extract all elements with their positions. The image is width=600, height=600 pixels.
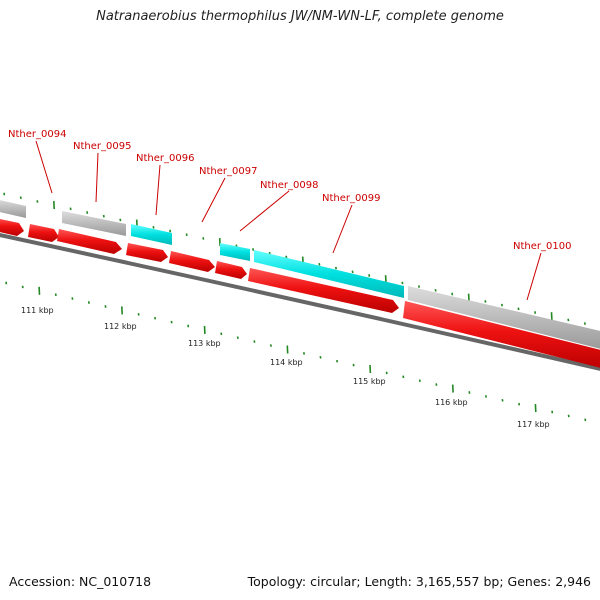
gene-label-nther-0096[interactable]: Nther_0096 xyxy=(136,153,194,164)
gene-red-2 xyxy=(28,224,59,242)
gene-label-nther-0094[interactable]: Nther_0094 xyxy=(8,129,66,140)
genome-summary-text: Topology: circular; Length: 3,165,557 bp… xyxy=(247,574,591,589)
gene-grey-1 xyxy=(0,200,26,218)
tick-track-lower xyxy=(5,281,587,422)
accession-text: Accession: NC_010718 xyxy=(9,574,152,589)
gene-label-nther-0099[interactable]: Nther_0099 xyxy=(322,193,380,204)
gene-red-8 xyxy=(403,301,600,368)
gene-label-nther-0100[interactable]: Nther_0100 xyxy=(513,241,571,252)
gene-red-6 xyxy=(215,261,247,279)
gene-cyan-3 xyxy=(254,250,404,298)
scale-labels: 111 kbp 112 kbp 113 kbp 114 kbp 115 kbp … xyxy=(21,306,550,429)
genome-title: Natranaerobius thermophilus JW/NM-WN-LF,… xyxy=(96,9,504,24)
scale-label-115-kbp: 115 kbp xyxy=(353,377,386,386)
gene-grey-2 xyxy=(62,211,126,236)
label-leaders xyxy=(35,140,542,301)
genome-backbone xyxy=(0,233,600,371)
tick-track-upper xyxy=(3,192,586,325)
scale-label-111-kbp: 111 kbp xyxy=(21,306,54,315)
scale-label-112-kbp: 112 kbp xyxy=(104,322,137,331)
gene-cyan-2 xyxy=(220,243,250,261)
gene-red-1 xyxy=(0,219,24,236)
lower-feature-lane xyxy=(0,219,600,368)
gene-red-5 xyxy=(169,251,215,272)
gene-labels: Nther_0094 Nther_0095 Nther_0096 Nther_0… xyxy=(8,129,571,252)
gene-grey-3 xyxy=(408,286,600,349)
gene-label-nther-0097[interactable]: Nther_0097 xyxy=(199,166,257,177)
upper-feature-lane xyxy=(0,200,600,349)
scale-label-117-kbp: 117 kbp xyxy=(517,420,550,429)
gene-cyan-1 xyxy=(131,224,172,245)
scale-label-114-kbp: 114 kbp xyxy=(270,358,303,367)
gene-red-7 xyxy=(248,268,399,313)
scale-label-113-kbp: 113 kbp xyxy=(188,339,221,348)
gene-label-nther-0098[interactable]: Nther_0098 xyxy=(260,180,318,191)
scale-label-116-kbp: 116 kbp xyxy=(435,398,468,407)
gene-red-4 xyxy=(126,243,168,262)
gene-label-nther-0095[interactable]: Nther_0095 xyxy=(73,141,131,152)
gene-red-3 xyxy=(57,229,122,254)
